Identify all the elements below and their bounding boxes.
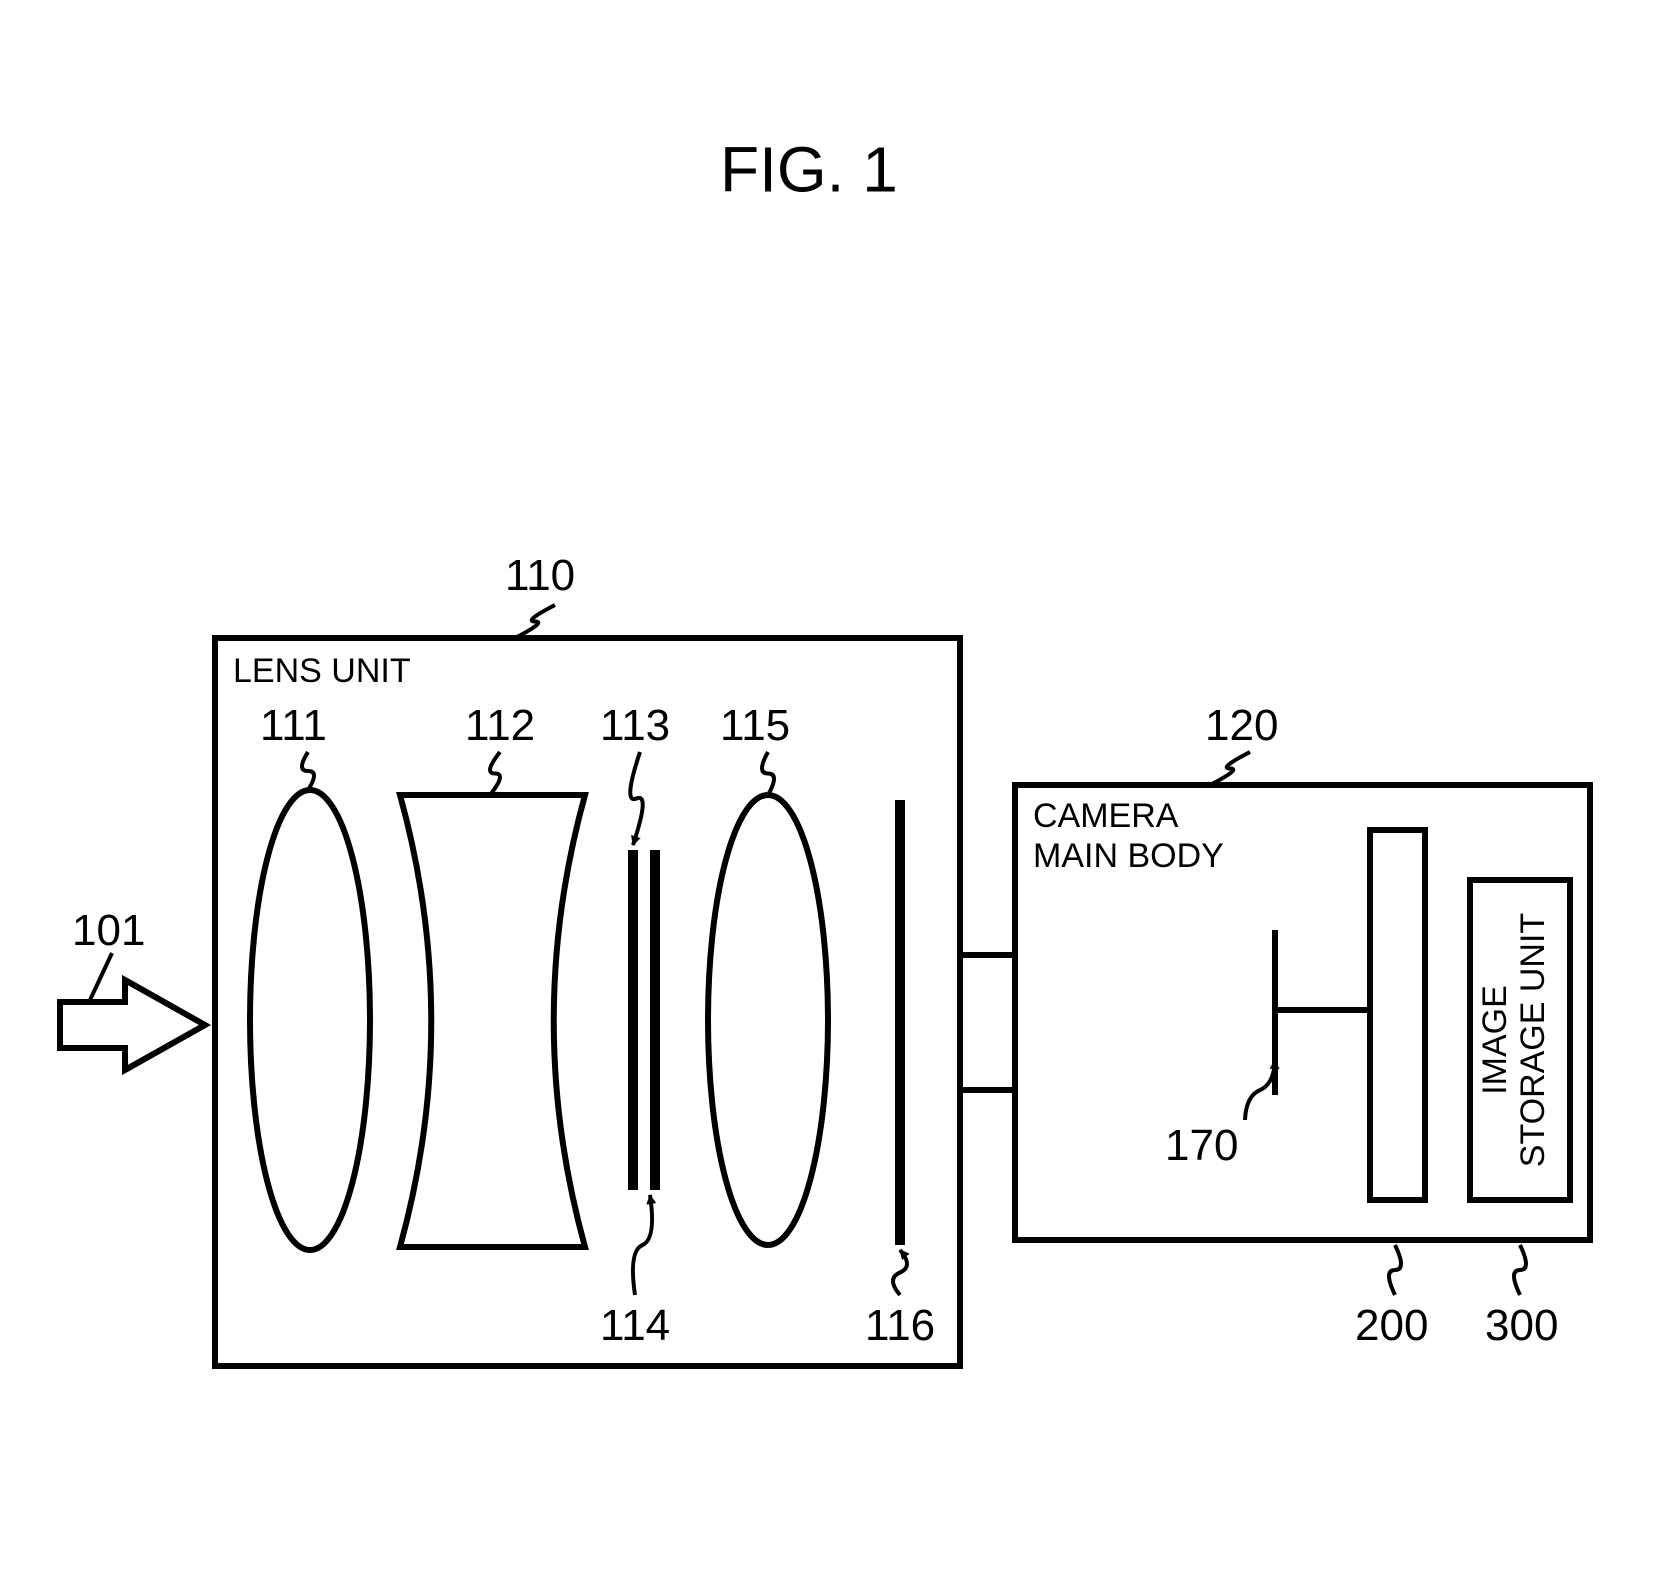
image-storage-label-line1: IMAGE [1476,985,1514,1095]
ref-300: 300 [1485,1301,1558,1350]
ref-114: 114 [600,1301,670,1350]
leader-300 [1514,1245,1526,1295]
leader-112 [490,752,500,795]
ref-200: 200 [1355,1301,1428,1350]
leader-116 [893,1250,907,1295]
lens-111 [250,790,370,1250]
ref-112: 112 [465,701,535,750]
ref-115: 115 [720,701,790,750]
leader-170 [1245,1060,1275,1120]
leader-120 [1210,752,1250,785]
leader-114 [633,1195,652,1295]
arrow-101 [60,980,205,1070]
leader-200 [1389,1245,1401,1295]
ref-170: 170 [1165,1121,1238,1170]
camera-body-label-line2: MAIN BODY [1033,837,1224,875]
figure-title: FIG. 1 [720,133,898,205]
lens-unit-label: LENS UNIT [233,652,411,690]
leader-110 [515,605,555,638]
camera-body-label-line1: CAMERA [1033,797,1179,835]
leader-113 [630,752,642,845]
ref-116: 116 [865,1301,935,1350]
leader-115 [762,752,774,795]
ref-110: 110 [505,551,575,600]
leader-101 [90,953,112,1000]
image-storage-label-line2: STORAGE UNIT [1514,913,1552,1167]
lens-112-concave [400,795,585,1247]
unit-connector [960,955,1015,1090]
ref-120: 120 [1205,701,1278,750]
leader-111 [302,752,314,790]
ref-113: 113 [600,701,670,750]
ref-101: 101 [72,906,145,955]
lens-115 [708,795,828,1245]
ref-111: 111 [260,701,327,750]
element-200 [1370,830,1425,1200]
